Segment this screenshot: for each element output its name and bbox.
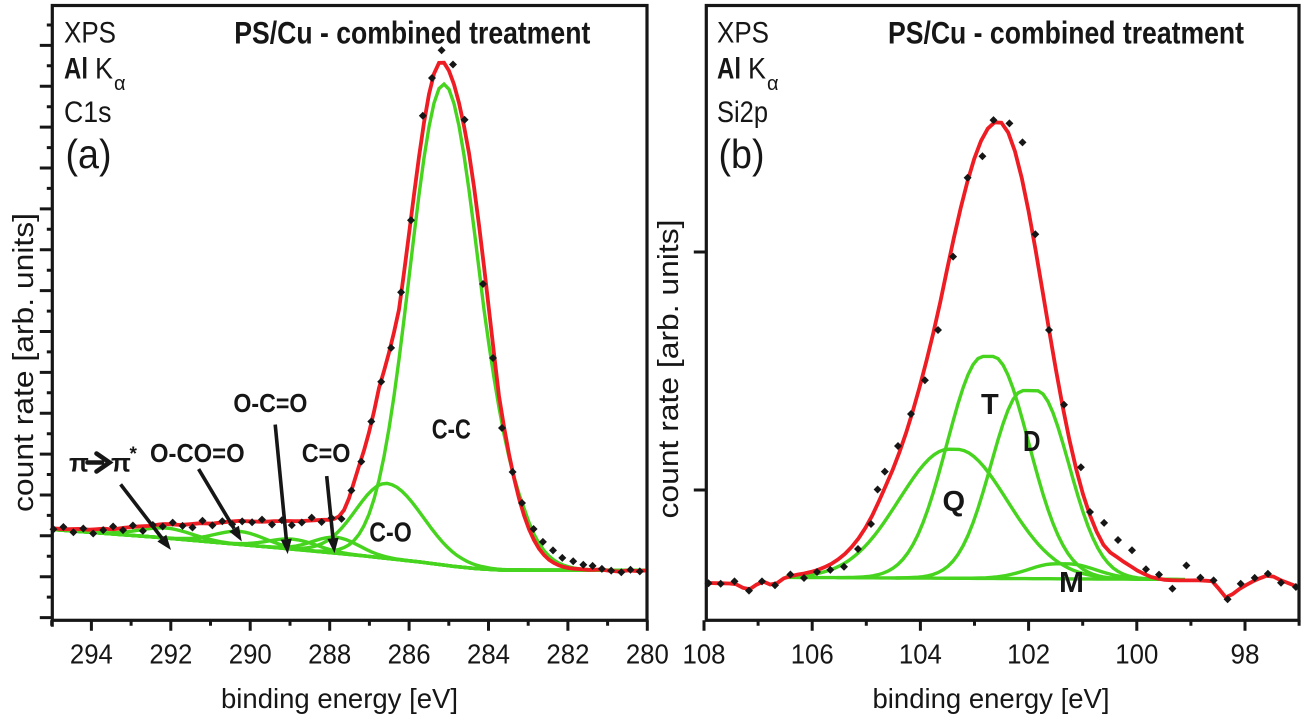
svg-text:count rate [arb. units]: count rate [arb. units] <box>653 220 685 519</box>
svg-text:280: 280 <box>626 639 669 670</box>
svg-text:(a): (a) <box>66 131 112 177</box>
svg-text:100: 100 <box>1115 639 1158 670</box>
svg-text:binding energy [eV]: binding energy [eV] <box>873 683 1110 714</box>
svg-text:C-O: C-O <box>369 517 411 548</box>
svg-text:D: D <box>1023 426 1041 458</box>
svg-text:Al: Al <box>64 53 88 86</box>
svg-text:282: 282 <box>546 639 589 670</box>
svg-text:T: T <box>981 389 999 421</box>
svg-text:π: π <box>69 448 89 478</box>
svg-text:286: 286 <box>388 639 431 670</box>
svg-text:C1s: C1s <box>64 96 112 129</box>
svg-text:PS/Cu - combined treatment: PS/Cu - combined treatment <box>888 15 1244 51</box>
svg-text:count rate [arb. units]: count rate [arb. units] <box>8 213 40 512</box>
svg-text:C-C: C-C <box>432 414 471 445</box>
svg-text:O-CO=O: O-CO=O <box>150 438 245 468</box>
svg-text:290: 290 <box>229 639 272 670</box>
svg-text:288: 288 <box>308 639 351 670</box>
svg-text:Q: Q <box>943 486 966 518</box>
svg-text:M: M <box>1059 567 1084 599</box>
svg-text:α: α <box>114 73 126 95</box>
svg-text:K: K <box>748 53 766 86</box>
svg-text:292: 292 <box>149 639 192 670</box>
svg-text:98: 98 <box>1231 639 1260 670</box>
svg-text:XPS: XPS <box>717 17 769 50</box>
svg-text:*: * <box>130 444 138 465</box>
svg-text:108: 108 <box>683 639 726 670</box>
svg-text:106: 106 <box>791 639 834 670</box>
svg-text:PS/Cu - combined treatment: PS/Cu - combined treatment <box>234 15 590 51</box>
svg-text:284: 284 <box>467 639 510 670</box>
svg-text:Si2p: Si2p <box>717 96 768 129</box>
svg-text:C=O: C=O <box>302 438 351 468</box>
svg-text:294: 294 <box>70 639 113 670</box>
svg-text:(b): (b) <box>719 131 765 177</box>
svg-text:102: 102 <box>1007 639 1050 670</box>
svg-text:binding energy [eV]: binding energy [eV] <box>221 683 458 714</box>
svg-text:π: π <box>111 448 131 478</box>
svg-text:XPS: XPS <box>64 17 116 50</box>
svg-text:O-C=O: O-C=O <box>233 388 307 418</box>
svg-text:α: α <box>767 73 779 95</box>
svg-text:K: K <box>95 53 113 86</box>
svg-text:Al: Al <box>717 53 741 86</box>
svg-text:104: 104 <box>899 639 942 670</box>
